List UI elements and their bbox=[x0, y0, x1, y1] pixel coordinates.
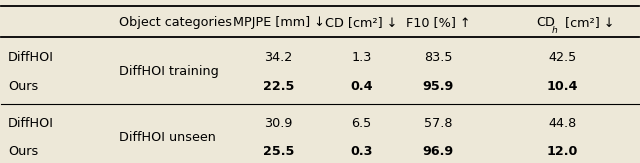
Text: 42.5: 42.5 bbox=[548, 51, 576, 64]
Text: MPJPE [mm] ↓: MPJPE [mm] ↓ bbox=[233, 16, 324, 29]
Text: CD [cm²] ↓: CD [cm²] ↓ bbox=[325, 16, 397, 29]
Text: F10 [%] ↑: F10 [%] ↑ bbox=[406, 16, 470, 29]
Text: 25.5: 25.5 bbox=[263, 146, 294, 158]
Text: 1.3: 1.3 bbox=[351, 51, 372, 64]
Text: DiffHOI: DiffHOI bbox=[8, 117, 54, 130]
Text: CD: CD bbox=[537, 16, 556, 29]
Text: DiffHOI training: DiffHOI training bbox=[119, 65, 219, 78]
Text: 12.0: 12.0 bbox=[547, 146, 578, 158]
Text: Ours: Ours bbox=[8, 80, 38, 93]
Text: DiffHOI: DiffHOI bbox=[8, 51, 54, 64]
Text: 44.8: 44.8 bbox=[548, 117, 576, 130]
Text: 0.3: 0.3 bbox=[350, 146, 372, 158]
Text: 95.9: 95.9 bbox=[422, 80, 454, 93]
Text: 57.8: 57.8 bbox=[424, 117, 452, 130]
Text: 34.2: 34.2 bbox=[264, 51, 292, 64]
Text: Object categories: Object categories bbox=[119, 16, 232, 29]
Text: 30.9: 30.9 bbox=[264, 117, 292, 130]
Text: 83.5: 83.5 bbox=[424, 51, 452, 64]
Text: 6.5: 6.5 bbox=[351, 117, 372, 130]
Text: 10.4: 10.4 bbox=[547, 80, 578, 93]
Text: DiffHOI unseen: DiffHOI unseen bbox=[119, 131, 216, 144]
Text: h: h bbox=[551, 26, 557, 35]
Text: Ours: Ours bbox=[8, 146, 38, 158]
Text: 22.5: 22.5 bbox=[263, 80, 294, 93]
Text: 0.4: 0.4 bbox=[350, 80, 372, 93]
Text: [cm²] ↓: [cm²] ↓ bbox=[561, 16, 614, 29]
Text: 96.9: 96.9 bbox=[422, 146, 454, 158]
